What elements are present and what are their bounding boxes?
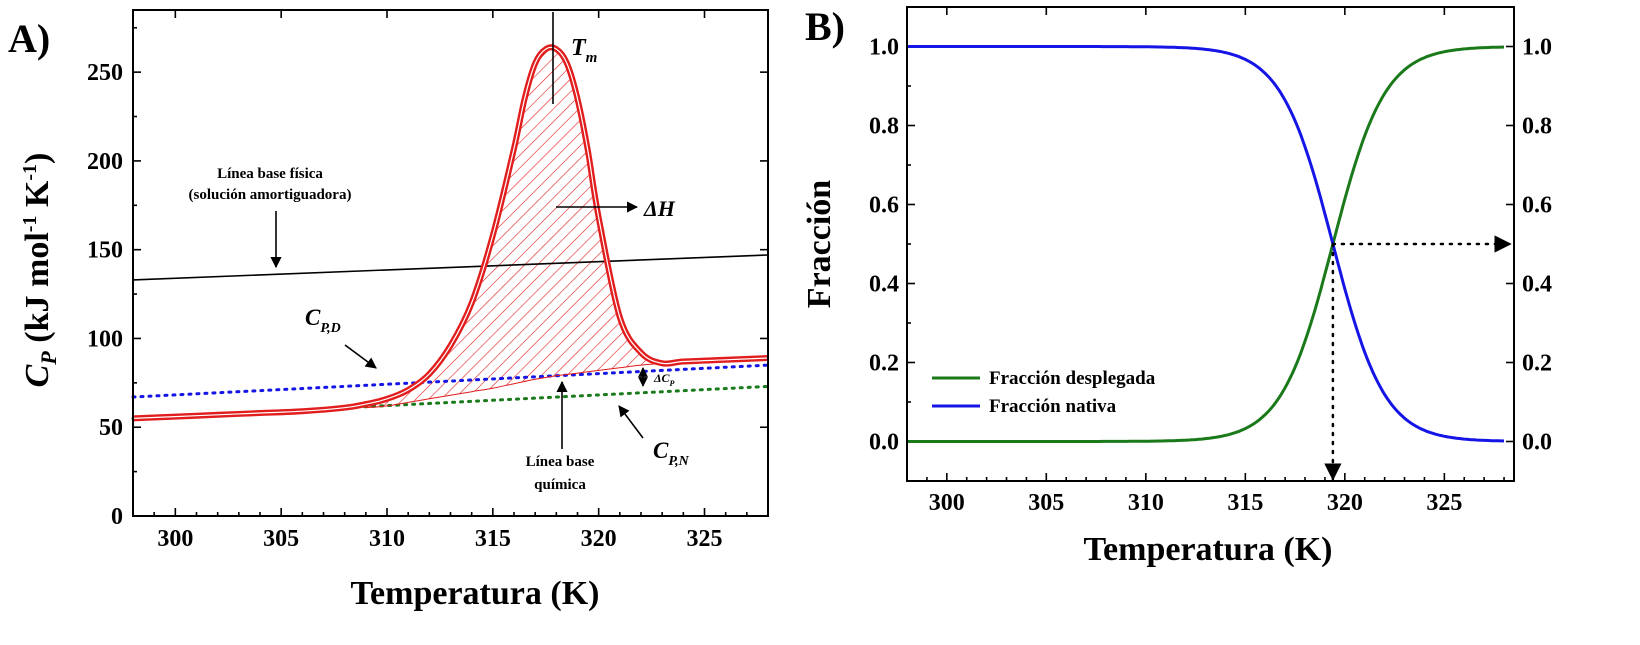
panel-a-plot-frame (132, 9, 769, 517)
panel-b: B) 300 305 310 315 320 325 0.0 0.0 0.2 0.2 0.4 0.4 0… (801, 4, 1552, 568)
y-tick-label: 0.4 (869, 272, 899, 298)
chemical-baseline-label-line2: química (534, 477, 586, 493)
y-tick-label: 250 (87, 60, 123, 86)
y-tick-label: 0.2 (869, 351, 899, 377)
x-tick-label: 310 (369, 526, 405, 552)
legend-label-unfolded: Fracción desplegada (989, 368, 1156, 389)
y-tick-label: 0.0 (869, 430, 899, 456)
legend-label-native: Fracción nativa (989, 396, 1117, 417)
y-tick-label: 1.0 (869, 35, 899, 61)
cp-d-arrow (344, 344, 377, 369)
delta-cp-label: ΔCP (653, 371, 675, 388)
unfolded-fraction-curve (907, 45, 1505, 443)
y-tick-label-right: 0.0 (1522, 430, 1552, 456)
native-fraction-curve (907, 45, 1505, 443)
panel-b-ticks: 300 305 310 315 320 325 0.0 0.0 0.2 0.2 0.4 0.4 0.6 0… (869, 6, 1552, 516)
y-tick-label-right: 0.6 (1522, 193, 1552, 219)
panel-b-legend: Fracción desplegada Fracción nativa (932, 368, 1156, 417)
chemical-baseline-line (365, 361, 684, 409)
x-tick-label: 325 (687, 526, 723, 552)
x-tick-label: 300 (157, 526, 193, 552)
tm-label: Tm (571, 35, 597, 66)
panel-b-label: B) (805, 4, 845, 49)
panel-a-label: A) (8, 16, 50, 61)
cp-n-arrow (618, 405, 644, 439)
y-tick-label-right: 0.8 (1522, 114, 1552, 140)
x-tick-label: 320 (581, 526, 617, 552)
y-tick-label-right: 1.0 (1522, 35, 1552, 61)
x-tick-label: 305 (1028, 490, 1064, 516)
y-tick-label: 200 (87, 149, 123, 175)
delta-h-label: ΔH (643, 196, 676, 221)
x-tick-label: 305 (263, 526, 299, 552)
y-tick-label: 50 (99, 415, 123, 441)
y-tick-label: 0.6 (869, 193, 899, 219)
cp-d-label: CP,D (305, 305, 341, 336)
panel-a-y-axis-title: CP (kJ mol-1 K-1) (19, 153, 61, 388)
panel-a-ticks: 300 305 310 315 320 325 0 50 100 150 200 250 (87, 10, 769, 552)
y-tick-label: 0 (111, 504, 123, 530)
panel-a-x-axis-title: Temperatura (K) (351, 575, 600, 612)
x-tick-label: 325 (1426, 490, 1462, 516)
delta-h-hatched-area (365, 47, 684, 408)
cp-d-dotted-line (131, 363, 770, 399)
panel-b-x-axis-title: Temperatura (K) (1084, 531, 1333, 568)
x-tick-label: 320 (1327, 490, 1363, 516)
panel-b-plot-frame (906, 6, 1515, 482)
panel-b-y-axis-title: Fracción (801, 180, 838, 308)
physical-baseline-line (132, 254, 769, 281)
x-tick-label: 315 (475, 526, 511, 552)
x-tick-label: 315 (1227, 490, 1263, 516)
cp-curve (132, 46, 769, 419)
physical-baseline-label-line1: Línea base física (217, 166, 323, 182)
y-tick-label: 0.8 (869, 114, 899, 140)
chemical-baseline-label-line1: Línea base (526, 454, 595, 470)
y-tick-label-right: 0.4 (1522, 272, 1552, 298)
y-tick-label: 100 (87, 326, 123, 352)
y-tick-label: 150 (87, 238, 123, 264)
cp-n-label: CP,N (653, 438, 690, 469)
x-tick-label: 310 (1128, 490, 1164, 516)
physical-baseline-label-line2: (solución amortiguadora) (189, 187, 352, 203)
y-tick-label-right: 0.2 (1522, 351, 1552, 377)
x-tick-label: 300 (929, 490, 965, 516)
